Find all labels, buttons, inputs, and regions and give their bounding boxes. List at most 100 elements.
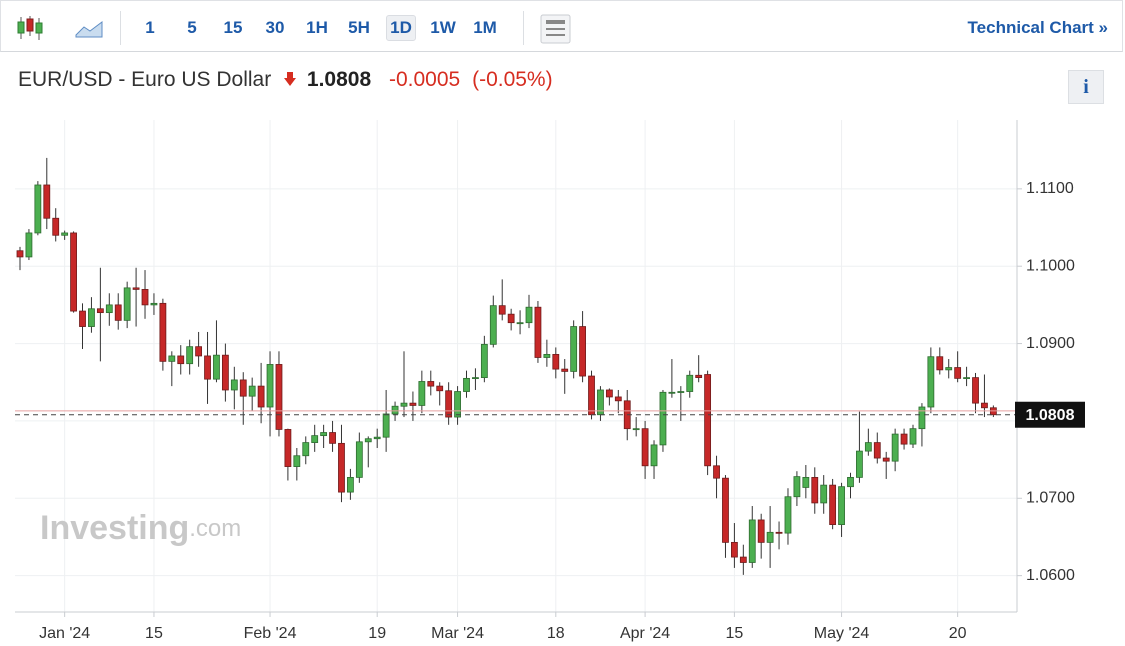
candle-body <box>981 402 988 409</box>
x-tick-label: 18 <box>547 625 565 642</box>
candle-body <box>25 232 33 258</box>
candle-body <box>641 428 649 467</box>
candle-body <box>945 367 953 371</box>
candle-body <box>713 465 720 479</box>
interval-button[interactable]: 1M <box>473 18 497 37</box>
candle-body <box>659 391 667 446</box>
candle-body <box>927 356 935 408</box>
candle-body <box>775 531 783 534</box>
area-icon[interactable] <box>75 17 105 41</box>
candle-body <box>704 374 712 467</box>
candle-body <box>543 353 551 358</box>
candle-body <box>248 385 256 397</box>
candle-body <box>96 308 104 314</box>
candle-body <box>588 375 595 416</box>
candle-body <box>463 377 470 392</box>
candle-body <box>882 457 890 462</box>
candle-body <box>918 406 926 430</box>
candle-body <box>329 432 336 444</box>
candle-body <box>695 374 703 379</box>
candle-body <box>963 377 970 380</box>
interval-button[interactable]: 1D <box>386 15 416 41</box>
candle-body <box>275 364 283 430</box>
separator <box>523 11 524 45</box>
interval-button[interactable]: 30 <box>265 18 285 37</box>
candle-body <box>516 322 524 325</box>
y-tick-label: 1.0700 <box>1026 490 1075 507</box>
candle-body <box>302 442 310 457</box>
watermark-suffix: .com <box>189 515 241 542</box>
candle-body <box>802 476 810 488</box>
candle-body <box>311 435 319 443</box>
candle-body <box>195 346 203 357</box>
candle-body <box>88 308 95 327</box>
technical-chart-link[interactable]: Technical Chart » <box>967 18 1108 37</box>
x-tick-label: Jan '24 <box>39 625 90 642</box>
interval-button[interactable]: 1 <box>145 18 155 37</box>
candle-body <box>722 477 729 543</box>
candle-body <box>829 484 837 525</box>
candle-body <box>748 519 756 563</box>
candle-body <box>820 484 828 504</box>
candle-body <box>16 250 24 258</box>
candle-body <box>221 354 229 391</box>
candle-body <box>454 391 461 418</box>
candle-body <box>909 428 917 445</box>
candle-body <box>766 531 774 543</box>
chart: Investing.com 1.06001.07001.08001.09001.… <box>15 120 1085 642</box>
candle-body <box>159 302 167 362</box>
candle-body <box>409 402 417 406</box>
interval-button[interactable]: 1H <box>306 18 328 37</box>
candle-body <box>34 184 42 234</box>
percent-change: (-0.05%) <box>472 68 553 91</box>
candle-body <box>213 354 220 380</box>
candle-body <box>864 442 872 452</box>
candle-body <box>498 305 506 315</box>
candle-body <box>561 368 569 372</box>
candle-body <box>507 313 515 324</box>
info-button[interactable]: i <box>1068 70 1104 104</box>
candle-body <box>373 436 381 440</box>
candle-body <box>204 355 211 380</box>
candle-body <box>266 364 274 408</box>
candle-body <box>668 391 676 394</box>
candle-body <box>650 444 658 467</box>
candle-body <box>123 287 131 321</box>
candle-body <box>954 367 962 379</box>
candle-body <box>856 450 863 478</box>
candle-icon[interactable] <box>15 14 51 44</box>
candle-body <box>605 389 613 398</box>
candle-body <box>382 413 390 438</box>
candle-body <box>239 379 247 397</box>
candle-body <box>257 385 265 408</box>
candle-body <box>105 304 113 314</box>
candle-body <box>391 405 399 415</box>
candle-body <box>168 355 176 362</box>
interval-button[interactable]: 5 <box>187 18 197 37</box>
candle-body <box>838 486 845 525</box>
candle-body <box>534 306 542 358</box>
candle-body <box>293 455 301 467</box>
candle-body <box>847 476 854 488</box>
x-tick-label: Feb '24 <box>244 625 297 642</box>
price-change: -0.0005 <box>389 68 461 91</box>
candle-body <box>972 377 979 404</box>
candle-body <box>811 476 819 504</box>
interval-button[interactable]: 1W <box>430 18 456 37</box>
candle-body <box>472 377 479 380</box>
last-price-box <box>1015 401 1085 428</box>
candle-body <box>632 428 640 431</box>
interval-button[interactable]: 5H <box>348 18 370 37</box>
settings-icon[interactable] <box>540 14 572 44</box>
candle-body <box>731 541 738 558</box>
candle-body <box>552 353 560 370</box>
interval-button[interactable]: 15 <box>223 18 243 37</box>
candle-body <box>355 441 363 478</box>
x-tick-label: Apr '24 <box>620 625 670 642</box>
candle-body <box>570 326 578 372</box>
candle-body <box>427 381 435 387</box>
candle-body <box>614 396 622 402</box>
quote-header: EUR/USD - Euro US Dollar 1.0808 -0.0005 … <box>18 68 559 92</box>
x-tick-label: 20 <box>949 625 967 642</box>
x-tick-label: May '24 <box>814 625 870 642</box>
